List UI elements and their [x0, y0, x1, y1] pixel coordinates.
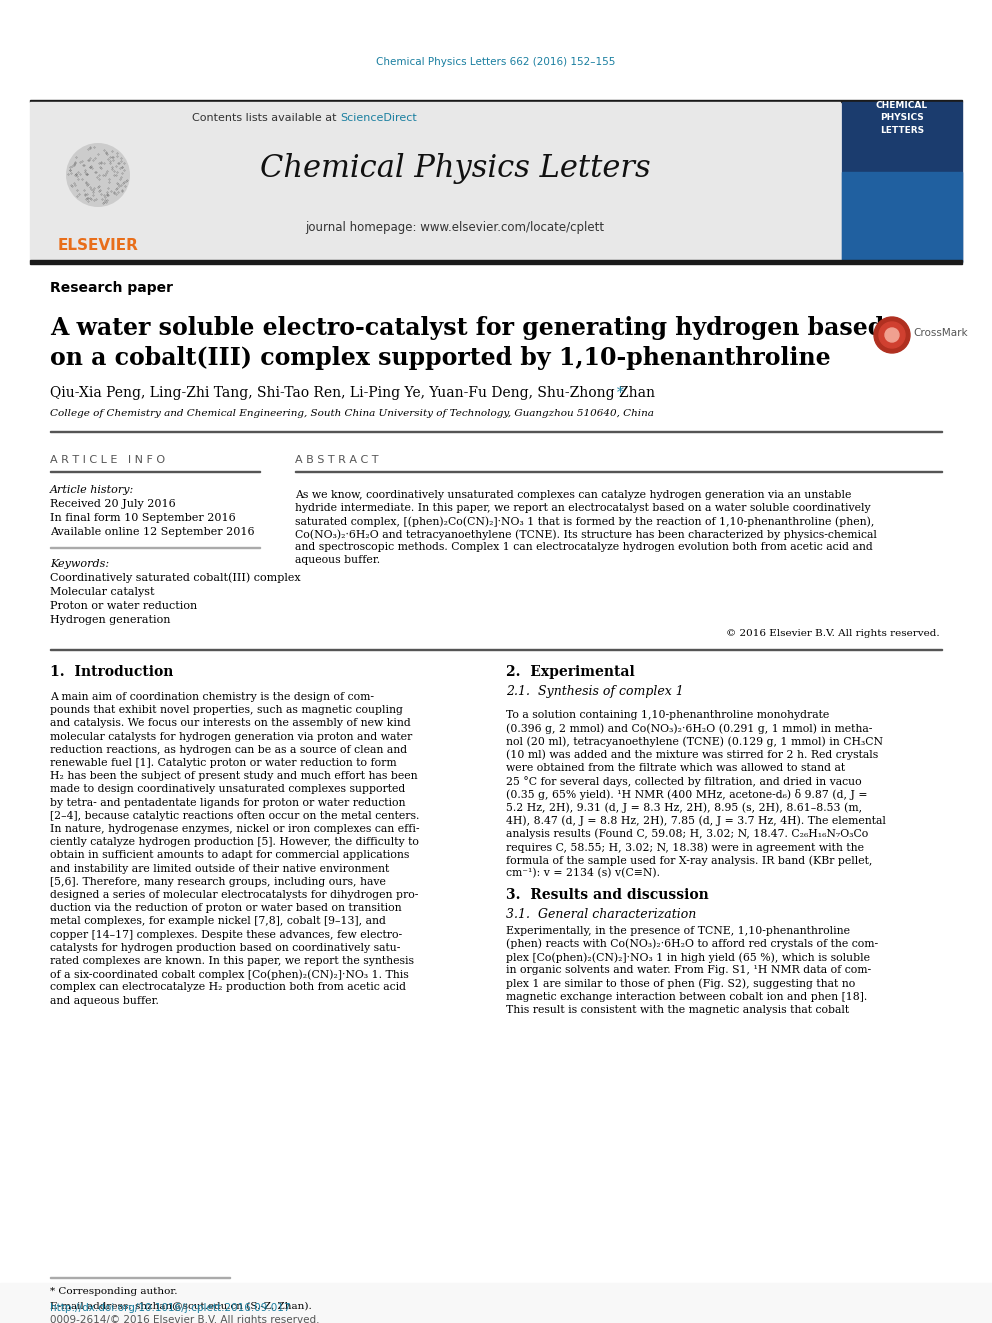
- Text: rated complexes are known. In this paper, we report the synthesis: rated complexes are known. In this paper…: [50, 957, 414, 966]
- Text: Received 20 July 2016: Received 20 July 2016: [50, 499, 176, 509]
- Text: Chemical Physics Letters: Chemical Physics Letters: [260, 152, 651, 184]
- Text: obtain in sufficient amounts to adapt for commercial applications: obtain in sufficient amounts to adapt fo…: [50, 851, 410, 860]
- Text: on a cobalt(III) complex supported by 1,10-phenanthroline: on a cobalt(III) complex supported by 1,…: [50, 347, 830, 370]
- Text: College of Chemistry and Chemical Engineering, South China University of Technol: College of Chemistry and Chemical Engine…: [50, 410, 654, 418]
- Text: complex can electrocatalyze H₂ production both from acetic acid: complex can electrocatalyze H₂ productio…: [50, 983, 406, 992]
- Text: plex 1 are similar to those of phen (Fig. S2), suggesting that no: plex 1 are similar to those of phen (Fig…: [506, 979, 855, 990]
- Text: and spectroscopic methods. Complex 1 can electrocatalyze hydrogen evolution both: and spectroscopic methods. Complex 1 can…: [295, 542, 873, 552]
- Text: were obtained from the filtrate which was allowed to stand at: were obtained from the filtrate which wa…: [506, 763, 845, 773]
- Circle shape: [879, 321, 905, 348]
- Text: (phen) reacts with Co(NO₃)₂·6H₂O to afford red crystals of the com-: (phen) reacts with Co(NO₃)₂·6H₂O to affo…: [506, 939, 878, 950]
- Text: Research paper: Research paper: [50, 280, 173, 295]
- Text: Qiu-Xia Peng, Ling-Zhi Tang, Shi-Tao Ren, Li-Ping Ye, Yuan-Fu Deng, Shu-Zhong Zh: Qiu-Xia Peng, Ling-Zhi Tang, Shi-Tao Ren…: [50, 386, 655, 400]
- Text: 5.2 Hz, 2H), 9.31 (d, J = 8.3 Hz, 2H), 8.95 (s, 2H), 8.61–8.53 (m,: 5.2 Hz, 2H), 9.31 (d, J = 8.3 Hz, 2H), 8…: [506, 803, 862, 812]
- Text: [2–4], because catalytic reactions often occur on the metal centers.: [2–4], because catalytic reactions often…: [50, 811, 420, 820]
- Text: and instability are limited outside of their native environment: and instability are limited outside of t…: [50, 864, 389, 873]
- Text: catalysts for hydrogen production based on coordinatively satu-: catalysts for hydrogen production based …: [50, 943, 401, 953]
- Text: copper [14–17] complexes. Despite these advances, few electro-: copper [14–17] complexes. Despite these …: [50, 930, 402, 939]
- Text: Experimentally, in the presence of TCNE, 1,10-phenanthroline: Experimentally, in the presence of TCNE,…: [506, 926, 850, 935]
- Text: A B S T R A C T: A B S T R A C T: [295, 455, 379, 464]
- Text: of a six-coordinated cobalt complex [Co(phen)₂(CN)₂]·NO₃ 1. This: of a six-coordinated cobalt complex [Co(…: [50, 970, 409, 980]
- Text: made to design coordinatively unsaturated complexes supported: made to design coordinatively unsaturate…: [50, 785, 406, 794]
- Text: 1.  Introduction: 1. Introduction: [50, 665, 174, 679]
- Text: duction via the reduction of proton or water based on transition: duction via the reduction of proton or w…: [50, 904, 402, 913]
- Text: in organic solvents and water. From Fig. S1, ¹H NMR data of com-: in organic solvents and water. From Fig.…: [506, 966, 871, 975]
- Text: magnetic exchange interaction between cobalt ion and phen [18].: magnetic exchange interaction between co…: [506, 992, 867, 1002]
- Text: 3.  Results and discussion: 3. Results and discussion: [506, 888, 708, 901]
- Text: ciently catalyze hydrogen production [5]. However, the difficulty to: ciently catalyze hydrogen production [5]…: [50, 837, 419, 847]
- Text: Available online 12 September 2016: Available online 12 September 2016: [50, 527, 255, 537]
- Circle shape: [885, 328, 899, 343]
- Text: CrossMark: CrossMark: [913, 328, 967, 337]
- Text: [5,6]. Therefore, many research groups, including ours, have: [5,6]. Therefore, many research groups, …: [50, 877, 386, 886]
- Text: Co(NO₃)₂·6H₂O and tetracyanoethylene (TCNE). Its structure has been characterize: Co(NO₃)₂·6H₂O and tetracyanoethylene (TC…: [295, 529, 877, 540]
- Text: saturated complex, [(phen)₂Co(CN)₂]·NO₃ 1 that is formed by the reaction of 1,10: saturated complex, [(phen)₂Co(CN)₂]·NO₃ …: [295, 516, 874, 527]
- Text: (10 ml) was added and the mixture was stirred for 2 h. Red crystals: (10 ml) was added and the mixture was st…: [506, 750, 878, 761]
- Text: Contents lists available at: Contents lists available at: [192, 112, 340, 123]
- Text: designed a series of molecular electrocatalysts for dihydrogen pro-: designed a series of molecular electroca…: [50, 890, 419, 900]
- Text: 4H), 8.47 (d, J = 8.8 Hz, 2H), 7.85 (d, J = 3.7 Hz, 4H). The elemental: 4H), 8.47 (d, J = 8.8 Hz, 2H), 7.85 (d, …: [506, 815, 886, 826]
- Text: © 2016 Elsevier B.V. All rights reserved.: © 2016 Elsevier B.V. All rights reserved…: [726, 630, 940, 639]
- Text: 2.  Experimental: 2. Experimental: [506, 665, 635, 679]
- Text: A water soluble electro-catalyst for generating hydrogen based: A water soluble electro-catalyst for gen…: [50, 316, 884, 340]
- Text: pounds that exhibit novel properties, such as magnetic coupling: pounds that exhibit novel properties, su…: [50, 705, 403, 716]
- Text: (0.396 g, 2 mmol) and Co(NO₃)₂·6H₂O (0.291 g, 1 mmol) in metha-: (0.396 g, 2 mmol) and Co(NO₃)₂·6H₂O (0.2…: [506, 724, 872, 734]
- Text: renewable fuel [1]. Catalytic proton or water reduction to form: renewable fuel [1]. Catalytic proton or …: [50, 758, 397, 767]
- Text: 0009-2614/© 2016 Elsevier B.V. All rights reserved.: 0009-2614/© 2016 Elsevier B.V. All right…: [50, 1315, 319, 1323]
- Text: 2.1.  Synthesis of complex 1: 2.1. Synthesis of complex 1: [506, 685, 683, 699]
- Text: and catalysis. We focus our interests on the assembly of new kind: and catalysis. We focus our interests on…: [50, 718, 411, 729]
- Text: Keywords:: Keywords:: [50, 560, 109, 569]
- Text: aqueous buffer.: aqueous buffer.: [295, 556, 380, 565]
- Bar: [0, 1283, 992, 1323]
- Text: In nature, hydrogenase enzymes, nickel or iron complexes can effi-: In nature, hydrogenase enzymes, nickel o…: [50, 824, 420, 833]
- Text: As we know, coordinatively unsaturated complexes can catalyze hydrogen generatio: As we know, coordinatively unsaturated c…: [295, 490, 851, 500]
- Text: Hydrogen generation: Hydrogen generation: [50, 615, 171, 624]
- Circle shape: [874, 318, 910, 353]
- Text: 3.1.  General characterization: 3.1. General characterization: [506, 908, 696, 921]
- Text: H₂ has been the subject of present study and much effort has been: H₂ has been the subject of present study…: [50, 771, 418, 781]
- Text: To a solution containing 1,10-phenanthroline monohydrate: To a solution containing 1,10-phenanthro…: [506, 710, 829, 720]
- Text: molecular catalysts for hydrogen generation via proton and water: molecular catalysts for hydrogen generat…: [50, 732, 413, 742]
- Text: analysis results (Found C, 59.08; H, 3.02; N, 18.47. C₂₆H₁₆N₇O₃Co: analysis results (Found C, 59.08; H, 3.0…: [506, 828, 868, 839]
- Bar: [842, 172, 962, 262]
- Text: In final form 10 September 2016: In final form 10 September 2016: [50, 513, 236, 523]
- Text: journal homepage: www.elsevier.com/locate/cplett: journal homepage: www.elsevier.com/locat…: [306, 221, 604, 234]
- Text: *: *: [617, 386, 624, 400]
- Text: Article history:: Article history:: [50, 486, 134, 495]
- Text: Chemical Physics Letters 662 (2016) 152–155: Chemical Physics Letters 662 (2016) 152–…: [376, 57, 616, 67]
- Bar: [30, 261, 962, 265]
- Text: 25 °C for several days, collected by filtration, and dried in vacuo: 25 °C for several days, collected by fil…: [506, 777, 862, 787]
- Text: ScienceDirect: ScienceDirect: [340, 112, 417, 123]
- Text: ELSEVIER: ELSEVIER: [58, 238, 139, 253]
- Bar: [30, 99, 962, 102]
- Text: A R T I C L E   I N F O: A R T I C L E I N F O: [50, 455, 165, 464]
- Text: plex [Co(phen)₂(CN)₂]·NO₃ 1 in high yield (65 %), which is soluble: plex [Co(phen)₂(CN)₂]·NO₃ 1 in high yiel…: [506, 953, 870, 963]
- Text: Molecular catalyst: Molecular catalyst: [50, 587, 155, 597]
- Text: cm⁻¹): v = 2134 (s) v(C≡N).: cm⁻¹): v = 2134 (s) v(C≡N).: [506, 868, 660, 878]
- Text: nol (20 ml), tetracyanoethylene (TCNE) (0.129 g, 1 mmol) in CH₃CN: nol (20 ml), tetracyanoethylene (TCNE) (…: [506, 737, 883, 747]
- Text: This result is consistent with the magnetic analysis that cobalt: This result is consistent with the magne…: [506, 1004, 849, 1015]
- Text: formula of the sample used for X-ray analysis. IR band (KBr pellet,: formula of the sample used for X-ray ana…: [506, 855, 872, 865]
- Text: Proton or water reduction: Proton or water reduction: [50, 601, 197, 611]
- Text: by tetra- and pentadentate ligands for proton or water reduction: by tetra- and pentadentate ligands for p…: [50, 798, 406, 807]
- Text: (0.35 g, 65% yield). ¹H NMR (400 MHz, acetone-d₆) δ 9.87 (d, J =: (0.35 g, 65% yield). ¹H NMR (400 MHz, ac…: [506, 790, 867, 800]
- Text: hydride intermediate. In this paper, we report an electrocatalyst based on a wat: hydride intermediate. In this paper, we …: [295, 503, 871, 513]
- Text: reduction reactions, as hydrogen can be as a source of clean and: reduction reactions, as hydrogen can be …: [50, 745, 407, 755]
- Bar: [30, 102, 840, 262]
- Text: * Corresponding author.: * Corresponding author.: [50, 1287, 178, 1297]
- Text: requires C, 58.55; H, 3.02; N, 18.38) were in agreement with the: requires C, 58.55; H, 3.02; N, 18.38) we…: [506, 841, 864, 852]
- Bar: [842, 102, 962, 262]
- Text: CHEMICAL
PHYSICS
LETTERS: CHEMICAL PHYSICS LETTERS: [876, 101, 929, 135]
- Text: metal complexes, for example nickel [7,8], cobalt [9–13], and: metal complexes, for example nickel [7,8…: [50, 917, 386, 926]
- Text: Coordinatively saturated cobalt(III) complex: Coordinatively saturated cobalt(III) com…: [50, 573, 301, 583]
- Text: A main aim of coordination chemistry is the design of com-: A main aim of coordination chemistry is …: [50, 692, 374, 703]
- Text: E-mail address: shzhan@scut.edu.cn (S.-Z. Zhan).: E-mail address: shzhan@scut.edu.cn (S.-Z…: [50, 1302, 311, 1311]
- Text: http://dx.doi.org/10.1016/j.cplett.2016.09.017: http://dx.doi.org/10.1016/j.cplett.2016.…: [50, 1303, 291, 1312]
- Circle shape: [66, 143, 130, 206]
- Text: and aqueous buffer.: and aqueous buffer.: [50, 996, 159, 1005]
